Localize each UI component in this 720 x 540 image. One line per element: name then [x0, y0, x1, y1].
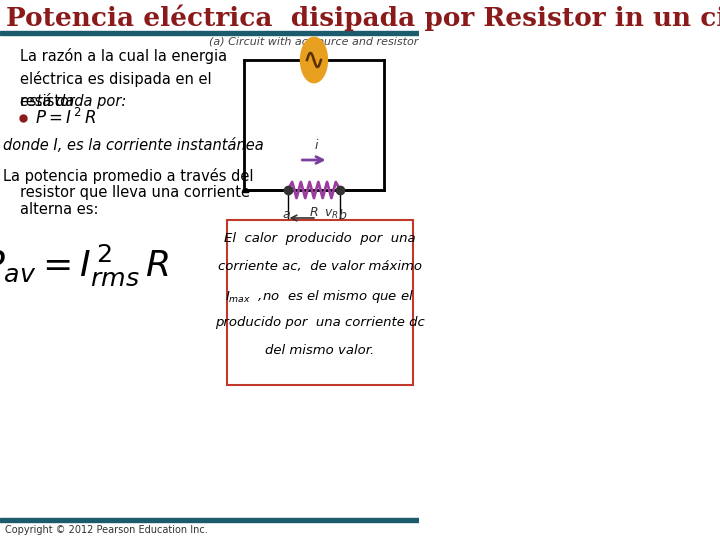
Text: La razón a la cual la energia
eléctrica es disipada en el
resistor: La razón a la cual la energia eléctrica …	[20, 48, 228, 109]
Bar	[0, 518, 418, 522]
Text: corriente ac,  de valor máximo: corriente ac, de valor máximo	[217, 260, 422, 273]
Text: El  calor  producido  por  una: El calor producido por una	[224, 232, 415, 245]
Circle shape	[301, 38, 327, 82]
Text: $i$: $i$	[314, 138, 320, 152]
Text: (a) Circuit with ac source and resistor: (a) Circuit with ac source and resistor	[210, 37, 418, 47]
Text: $b$: $b$	[338, 208, 347, 222]
Text: Potencia eléctrica  disipada por Resistor in un circuito ac: Potencia eléctrica disipada por Resistor…	[6, 5, 720, 31]
Text: La potencia promedio a través del: La potencia promedio a través del	[3, 168, 253, 184]
Text: $P = I^{\,2}\,R$: $P = I^{\,2}\,R$	[35, 108, 96, 128]
Text: $P_{av} = I_{rms}^{\,2}\,R$: $P_{av} = I_{rms}^{\,2}\,R$	[0, 242, 169, 288]
Bar	[227, 220, 413, 385]
Text: Copyright © 2012 Pearson Education Inc.: Copyright © 2012 Pearson Education Inc.	[4, 525, 207, 535]
Text: producido por  una corriente dc: producido por una corriente dc	[215, 316, 425, 329]
Text: $R$: $R$	[309, 206, 319, 219]
Text: alterna es:: alterna es:	[20, 202, 99, 217]
Bar	[0, 31, 418, 35]
Text: $v_R$: $v_R$	[325, 207, 339, 220]
Text: resistor que lleva una corriente: resistor que lleva una corriente	[20, 185, 251, 200]
Text: del mismo valor.: del mismo valor.	[265, 344, 374, 357]
Text: donde I, es la corriente instantánea: donde I, es la corriente instantánea	[3, 138, 264, 152]
Text: $I_{max}$  ,no  es el mismo que el: $I_{max}$ ,no es el mismo que el	[225, 288, 414, 305]
Bar	[244, 60, 384, 190]
Text: $a$: $a$	[282, 208, 291, 221]
Text: está dada por:: está dada por:	[20, 93, 127, 109]
